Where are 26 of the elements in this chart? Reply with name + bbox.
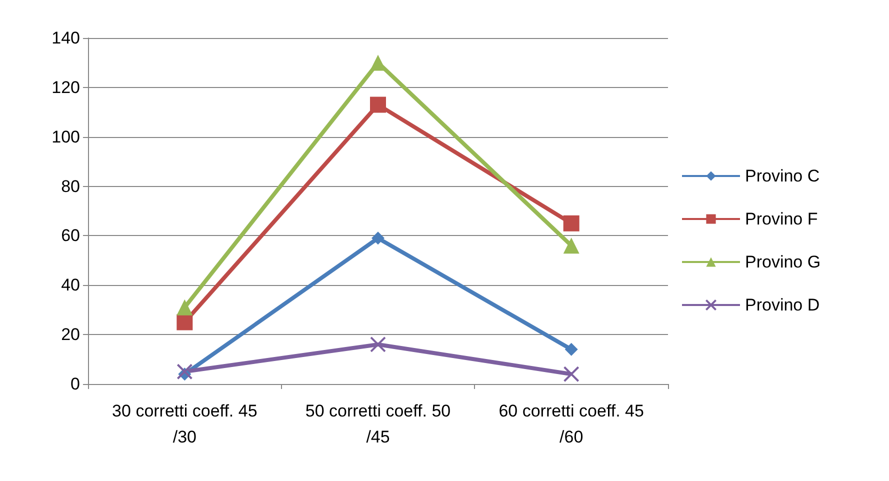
y-tick-label: 140 [52, 28, 80, 48]
point [370, 96, 386, 113]
point [563, 215, 580, 232]
point [372, 232, 384, 245]
point [563, 366, 580, 382]
point [370, 54, 386, 71]
y-tick-label: 0 [70, 374, 80, 394]
y-tick-label: 80 [61, 176, 80, 196]
y-tick-label: 40 [61, 276, 80, 295]
y-tick-label: 60 [61, 226, 80, 246]
y-tick-label: 120 [52, 78, 80, 97]
legend-label: Provino C [745, 166, 820, 186]
x-tick-label: 30 corretti coeff. 45/30 [112, 402, 258, 446]
point [370, 336, 386, 352]
point [176, 364, 193, 380]
y-tick-label: 100 [52, 127, 80, 146]
point [563, 238, 580, 254]
legend-label: Provino F [745, 210, 818, 228]
point [176, 299, 193, 316]
x-tick-label: 60 corretti coeff. 45/60 [498, 402, 644, 446]
point [564, 342, 578, 356]
legend-label: Provino D [745, 296, 820, 314]
y-tick-label: 20 [61, 325, 80, 344]
legend-label: Provino G [745, 252, 821, 272]
point [176, 314, 193, 330]
x-tick-label: 50 corretti coeff. 50/45 [305, 402, 451, 446]
